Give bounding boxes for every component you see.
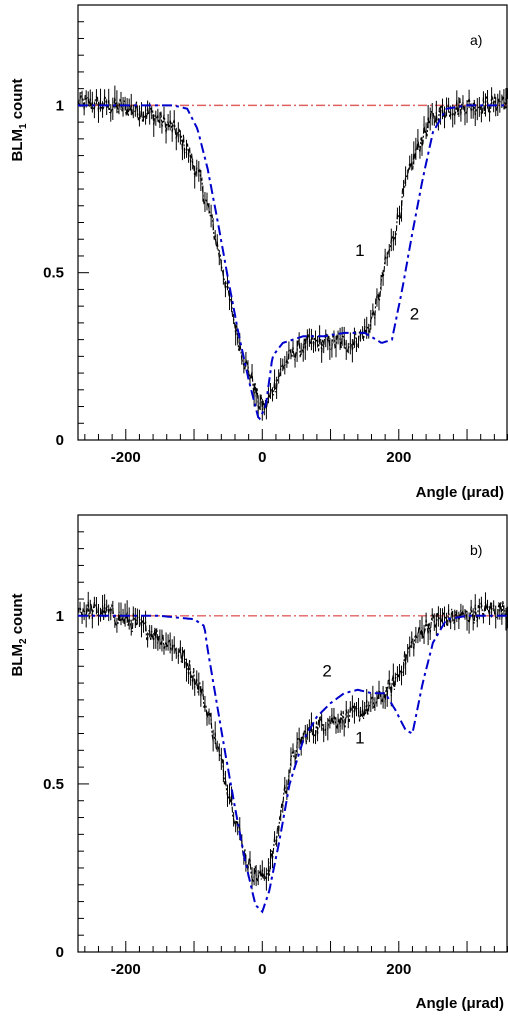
series-1-line <box>77 600 508 883</box>
y-tick-label: 0.5 <box>43 265 64 282</box>
series-1-measured <box>77 591 508 891</box>
plot-frame <box>77 4 508 441</box>
series-1-measured <box>77 85 508 421</box>
curve-label-2: 2 <box>410 305 419 324</box>
y-tick-label: 0 <box>56 944 64 961</box>
panel-label: b) <box>470 542 482 558</box>
y-tick-label: 1 <box>56 97 64 114</box>
panel-a: -200 0 200 0 0.5 1 BLM1 count Angle (μrad) a) 1 2 <box>9 4 508 501</box>
x-axis-label: Angle (μrad) <box>416 995 504 1012</box>
y-tick-label: 1 <box>56 608 64 625</box>
panel-label: a) <box>470 32 482 48</box>
y-axis-label: BLM1 count <box>9 78 29 161</box>
series-2-line <box>78 104 508 421</box>
x-tick-label: -200 <box>111 449 141 466</box>
x-tick-label: 0 <box>258 961 266 978</box>
curve-label-1: 1 <box>355 729 364 748</box>
y-tick-label: 0 <box>56 432 64 449</box>
x-tick-label: 200 <box>386 449 411 466</box>
curve-label-1: 1 <box>355 241 364 260</box>
series-2-line <box>78 614 508 914</box>
x-tick-label: 0 <box>258 449 266 466</box>
y-axis-label: BLM2 count <box>9 593 29 676</box>
x-tick-label: 200 <box>386 961 411 978</box>
x-tick-label: -200 <box>111 961 141 978</box>
curve-label-2: 2 <box>322 661 331 680</box>
plot-frame <box>77 514 508 953</box>
panel-b: -200 0 200 0 0.5 1 BLM2 count Angle (μrad) b) 2 1 <box>9 514 508 1012</box>
series-1-line <box>77 89 508 411</box>
y-tick-label: 0.5 <box>43 776 64 793</box>
x-axis-label: Angle (μrad) <box>416 484 504 501</box>
